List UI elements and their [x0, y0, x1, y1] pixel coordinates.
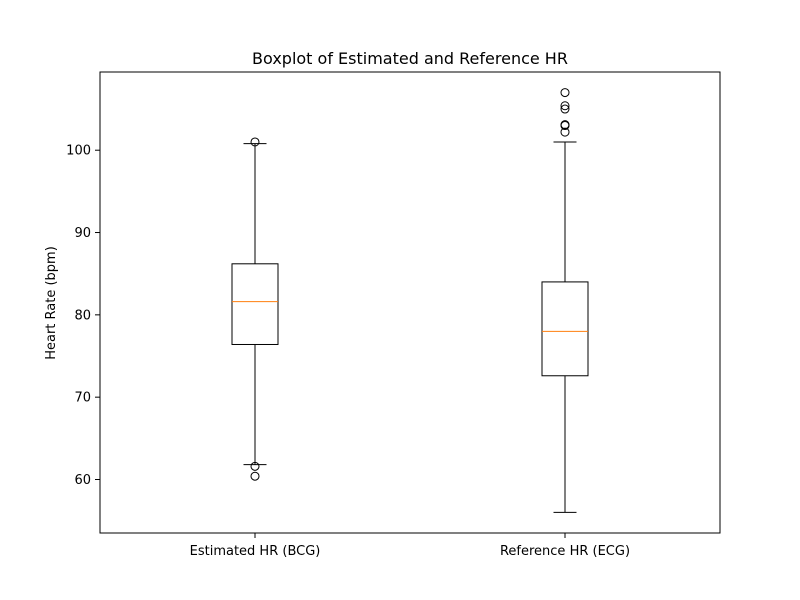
y-tick-label: 90	[74, 226, 91, 241]
x-tick-label: Reference HR (ECG)	[500, 544, 630, 559]
outlier-point	[560, 127, 570, 137]
outlier-point	[560, 120, 570, 130]
y-tick-label: 100	[66, 144, 91, 159]
iqr-box	[541, 281, 589, 377]
iqr-box	[231, 263, 279, 345]
outlier-point	[560, 88, 570, 98]
axes-frame	[99, 71, 721, 534]
outlier-point	[250, 471, 260, 481]
outlier-point	[560, 104, 570, 114]
y-tick-label: 70	[74, 391, 91, 406]
plot-area: 60 70 80 90 100 Estimated HR (BCG) Reference H…	[66, 88, 630, 559]
x-tick-label: Estimated HR (BCG)	[190, 544, 321, 559]
y-axis-label: Heart Rate (bpm)	[44, 246, 59, 360]
chart-title: Boxplot of Estimated and Reference HR	[252, 49, 568, 68]
y-tick-label: 80	[74, 308, 91, 323]
outlier-point	[560, 101, 570, 111]
y-tick-label: 60	[74, 473, 91, 488]
outlier-point	[250, 137, 260, 147]
outlier-point	[250, 461, 260, 471]
